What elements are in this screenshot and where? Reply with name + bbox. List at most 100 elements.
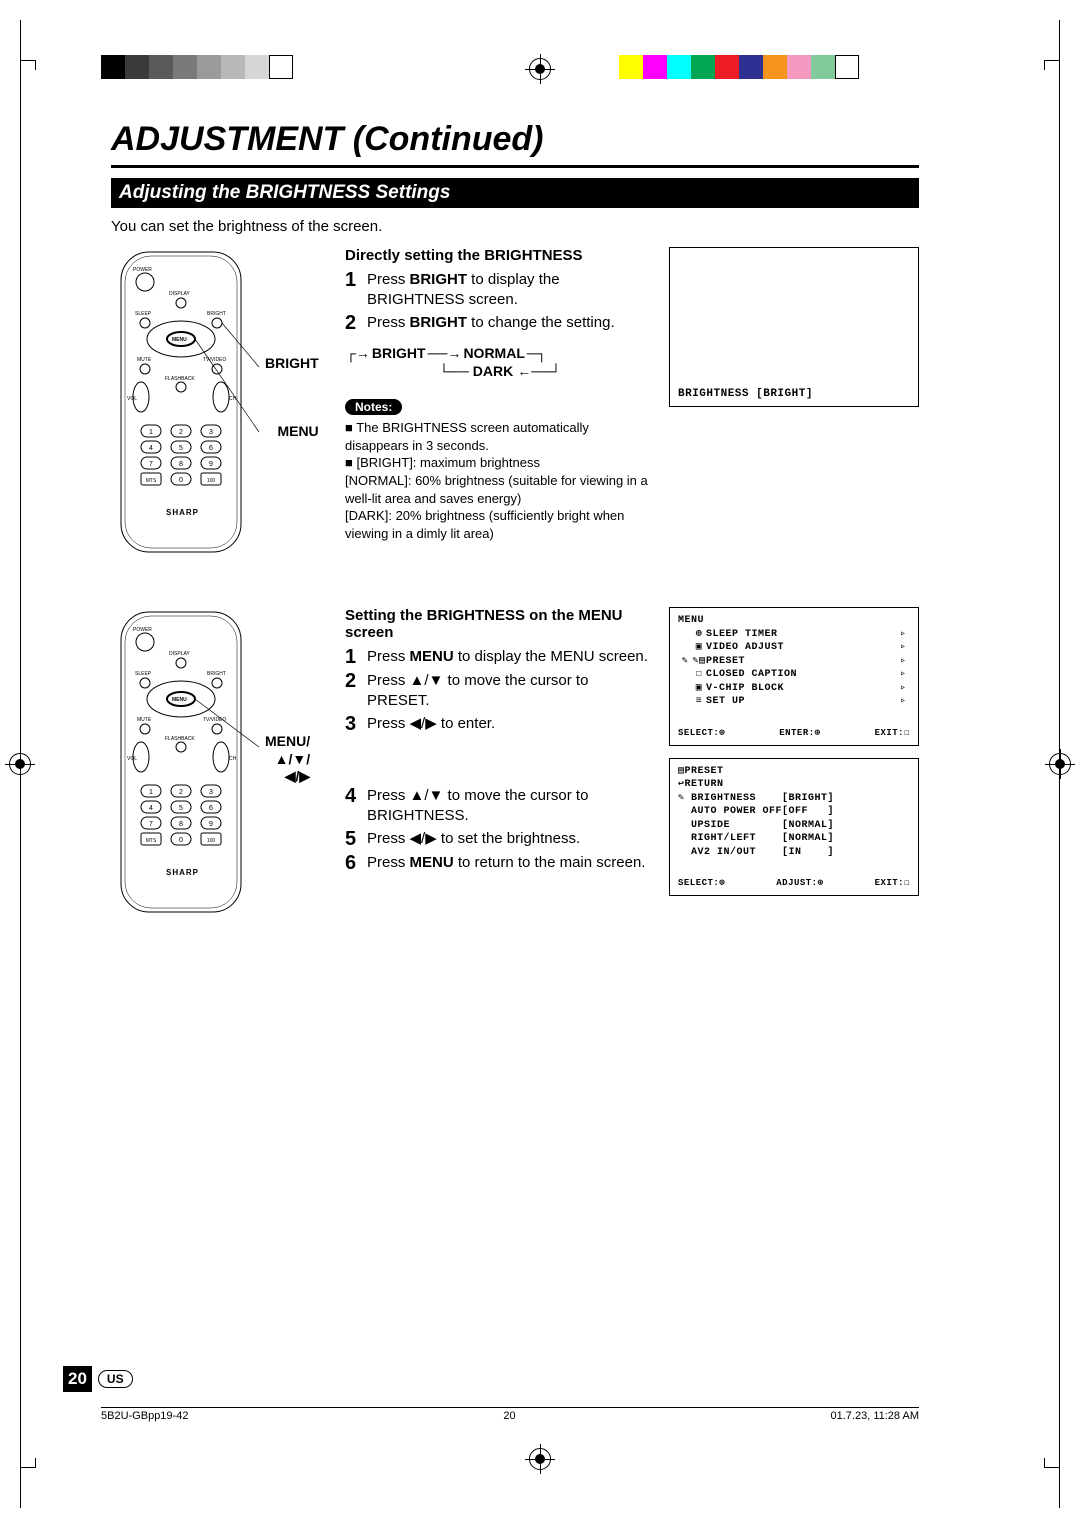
doc-info-footer: 5B2U-GBpp19-42 20 01.7.23, 11:28 AM [101, 1407, 919, 1422]
step-number: 2 [345, 671, 359, 710]
svg-text:4: 4 [149, 805, 153, 812]
svg-text:9: 9 [209, 461, 213, 468]
grayscale-bar [101, 55, 293, 79]
registration-target-icon [9, 753, 31, 775]
doc-date: 01.7.23, 11:28 AM [831, 1410, 919, 1422]
osd-line: ▤PRESET [678, 765, 910, 779]
svg-text:8: 8 [179, 821, 183, 828]
osd-line: AUTO POWER OFF[OFF ] [678, 805, 910, 819]
crop-mark [1044, 1458, 1060, 1468]
registration-target-icon [1049, 753, 1071, 775]
svg-text:9: 9 [209, 821, 213, 828]
svg-text:3: 3 [209, 429, 213, 436]
svg-text:6: 6 [209, 445, 213, 452]
doc-id: 5B2U-GBpp19-42 [101, 1410, 188, 1422]
remote-column: POWER DISPLAY SLEEP BRIGHT MENU MUTE TV/… [111, 247, 331, 567]
osd-line: UPSIDE [NORMAL] [678, 819, 910, 833]
page-title: ADJUSTMENT (Continued) [111, 120, 919, 159]
svg-text:MUTE: MUTE [137, 357, 152, 363]
svg-text:2: 2 [179, 429, 183, 436]
step-number: 4 [345, 786, 359, 825]
svg-text:100: 100 [207, 478, 216, 484]
osd-line: AV2 IN/OUT [IN ] [678, 846, 910, 860]
svg-text:0: 0 [179, 477, 183, 484]
step: 3 Press ◀/▶ to enter. [345, 714, 655, 734]
screen-column: BRIGHTNESS [BRIGHT] [669, 247, 919, 567]
callout-menu-arrows: MENU/ ▲/▼/ ◀/▶ [265, 733, 310, 927]
note-item: The BRIGHTNESS screen automatically disa… [345, 419, 655, 454]
svg-text:BRIGHT: BRIGHT [207, 671, 226, 677]
text-column: Directly setting the BRIGHTNESS 1Press B… [345, 247, 655, 567]
step-number: 2 [345, 313, 359, 333]
color-bar [619, 55, 859, 79]
svg-text:BRIGHT: BRIGHT [207, 311, 226, 317]
brightness-screen: BRIGHTNESS [BRIGHT] [669, 247, 919, 407]
page-number: 20 [63, 1366, 92, 1392]
svg-text:5: 5 [179, 445, 183, 452]
step-text: Press ◀/▶ to set the brightness. [367, 829, 655, 849]
section-2: POWER DISPLAY SLEEP BRIGHT MENU MUTE TV/… [111, 607, 919, 927]
svg-text:SHARP: SHARP [166, 868, 199, 877]
osd-title: MENU [678, 614, 910, 628]
osd-item: ✎✎▤PRESET▹ [678, 655, 910, 669]
osd-item: ≡SET UP▹ [678, 695, 910, 709]
cycle-dark: DARK [473, 362, 513, 380]
notes-label: Notes: [345, 399, 402, 415]
osd-preset-screen: ▤PRESET↩RETURN✎ BRIGHTNESS [BRIGHT] AUTO… [669, 758, 919, 897]
svg-text:MENU: MENU [172, 337, 187, 343]
crop-mark [20, 1458, 36, 1468]
osd-item: ☐CLOSED CAPTION▹ [678, 668, 910, 682]
svg-text:DISPLAY: DISPLAY [169, 291, 190, 297]
screen-column: MENU⊕SLEEP TIMER▹▣VIDEO ADJUST▹✎✎▤PRESET… [669, 607, 919, 927]
remote-column: POWER DISPLAY SLEEP BRIGHT MENU MUTE TV/… [111, 607, 331, 927]
svg-text:SHARP: SHARP [166, 508, 199, 517]
note-item: [BRIGHT]: maximum brightness [NORMAL]: 6… [345, 454, 655, 542]
svg-text:MTS: MTS [146, 838, 157, 844]
svg-text:VOL: VOL [127, 396, 137, 402]
step-number: 5 [345, 829, 359, 849]
svg-text:SLEEP: SLEEP [135, 311, 152, 317]
svg-text:CH: CH [229, 396, 237, 402]
osd-line: RIGHT/LEFT [NORMAL] [678, 832, 910, 846]
svg-text:0: 0 [179, 837, 183, 844]
intro-text: You can set the brightness of the screen… [111, 218, 919, 235]
screen-text: BRIGHTNESS [BRIGHT] [678, 388, 813, 400]
page: ADJUSTMENT (Continued) Adjusting the BRI… [20, 20, 1060, 1508]
step: 1Press BRIGHT to display the BRIGHTNESS … [345, 270, 655, 309]
svg-text:FLASHBACK: FLASHBACK [165, 376, 195, 382]
svg-text:POWER: POWER [133, 267, 152, 273]
step-number: 3 [345, 714, 359, 734]
osd-line: ✎ BRIGHTNESS [BRIGHT] [678, 792, 910, 806]
remote-illustration: POWER DISPLAY SLEEP BRIGHT MENU MUTE TV/… [111, 607, 261, 927]
callout-menu: MENU [265, 423, 319, 439]
step-text: Press ◀/▶ to enter. [367, 714, 655, 734]
osd-menu-screen: MENU⊕SLEEP TIMER▹▣VIDEO ADJUST▹✎✎▤PRESET… [669, 607, 919, 746]
crop-mark [1044, 60, 1060, 70]
svg-text:MENU: MENU [172, 697, 187, 703]
step-number: 6 [345, 853, 359, 873]
svg-text:8: 8 [179, 461, 183, 468]
cycle-bright: BRIGHT [372, 344, 426, 362]
svg-text:MUTE: MUTE [137, 717, 152, 723]
step-number: 1 [345, 270, 359, 309]
step-text: Press BRIGHT to change the setting. [367, 313, 655, 333]
svg-text:1: 1 [149, 789, 153, 796]
svg-text:100: 100 [207, 838, 216, 844]
svg-text:7: 7 [149, 821, 153, 828]
registration-target-icon [529, 58, 551, 80]
svg-text:7: 7 [149, 461, 153, 468]
text-column: Setting the BRIGHTNESS on the MENU scree… [345, 607, 655, 927]
svg-text:SLEEP: SLEEP [135, 671, 152, 677]
svg-text:5: 5 [179, 805, 183, 812]
title-rule [111, 165, 919, 168]
svg-text:FLASHBACK: FLASHBACK [165, 736, 195, 742]
step-text: Press MENU to display the MENU screen. [367, 647, 655, 667]
remote-illustration: POWER DISPLAY SLEEP BRIGHT MENU MUTE TV/… [111, 247, 261, 567]
svg-text:3: 3 [209, 789, 213, 796]
callout-bright: BRIGHT [265, 355, 319, 371]
subhead: Setting the BRIGHTNESS on the MENU scree… [345, 607, 655, 641]
doc-page: 20 [503, 1410, 515, 1422]
section-1: POWER DISPLAY SLEEP BRIGHT MENU MUTE TV/… [111, 247, 919, 567]
registration-target-icon [529, 1448, 551, 1470]
brightness-cycle-diagram: ┌→BRIGHT ──→NORMAL─┐ └──DARK←──┘ [345, 339, 655, 387]
